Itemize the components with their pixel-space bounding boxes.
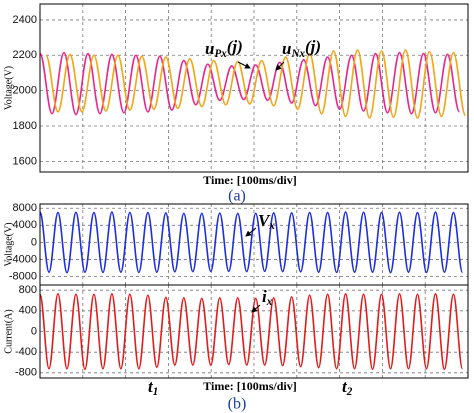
y-tick-label: 2400 (13, 14, 37, 26)
y-tick-label: -400 (15, 346, 37, 358)
y-tick-label: 0 (31, 236, 37, 248)
y-axis-label: Voltage(V) (3, 66, 14, 110)
annotation-part: V (258, 211, 271, 230)
plot (40, 285, 468, 378)
annotation-part: (j) (227, 37, 243, 56)
annotation-part: t (342, 377, 348, 396)
annotation: uPx(j) (205, 37, 243, 60)
y-tick-label: 2000 (13, 85, 37, 97)
arrow (237, 61, 251, 69)
annotation-part: i (262, 287, 267, 306)
y-tick-label: -800 (15, 367, 37, 379)
annotation: uNx(j) (282, 37, 321, 60)
annotation-part: 1 (153, 385, 159, 397)
y-tick-label: 2200 (13, 49, 37, 61)
y-tick-label: 8000 (13, 202, 37, 214)
waveform (40, 51, 461, 116)
caption: (a) (228, 188, 246, 205)
annotation-part: x (268, 219, 275, 231)
annotation-part: u (282, 39, 291, 58)
plot (40, 204, 468, 285)
y-axis-label: Voltage(V) (3, 222, 14, 266)
annotation-part: Nx (290, 47, 305, 59)
plot (40, 4, 468, 172)
annotation: Vx (258, 211, 275, 231)
y-tick-label: 1600 (13, 155, 37, 167)
annotation-part: x (266, 295, 273, 307)
caption: (b) (228, 396, 247, 413)
waveform (40, 292, 464, 371)
arrow (251, 304, 261, 313)
y-tick-label: 1800 (13, 120, 37, 132)
y-tick-label: -4000 (9, 253, 37, 265)
annotation-part: t (148, 377, 154, 396)
panel-b-frame (39, 203, 469, 379)
y-tick-label: -8000 (9, 270, 37, 282)
annotation-part: 2 (346, 385, 353, 397)
waveform (40, 211, 464, 274)
y-tick-label: 400 (19, 305, 37, 317)
x-axis-label: Time: [100ms/div] (203, 379, 296, 393)
y-tick-label: 800 (19, 284, 37, 296)
panel-a-frame (39, 3, 469, 173)
annotation-part: u (205, 39, 214, 58)
annotation: ix (262, 287, 273, 307)
x-axis-label: Time: [100ms/div] (203, 173, 296, 187)
annotation: t1 (148, 377, 158, 397)
arrow (245, 227, 257, 237)
y-axis-label: Current(A) (3, 309, 14, 353)
annotation: t2 (342, 377, 353, 397)
y-tick-label: 4000 (13, 219, 37, 231)
annotation-part: Px (214, 47, 227, 59)
arrow (275, 61, 285, 71)
annotation-part: (j) (305, 37, 321, 56)
y-tick-label: 0 (31, 325, 37, 337)
waveform (45, 49, 467, 119)
